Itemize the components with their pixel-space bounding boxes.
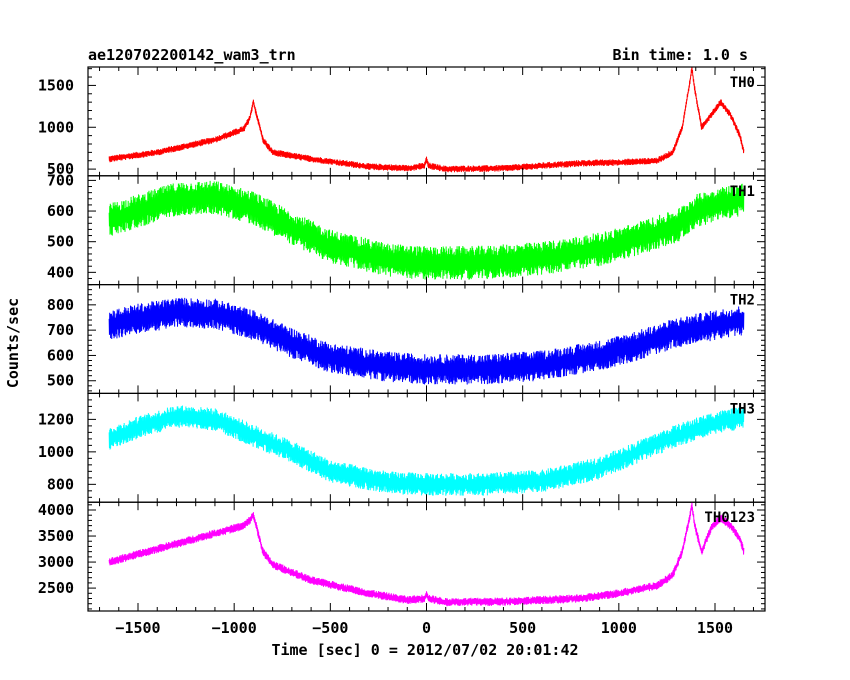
y-tick-label: 800 xyxy=(47,296,74,314)
y-tick-label: 700 xyxy=(47,171,74,189)
x-tick-label: 500 xyxy=(509,619,536,637)
x-tick-label: 0 xyxy=(422,619,431,637)
y-tick-label: 1200 xyxy=(38,410,74,428)
y-tick-label: 1500 xyxy=(38,76,74,94)
panel-label: TH1 xyxy=(730,184,755,200)
panel-th0: 500 1000 1500 TH0 xyxy=(38,66,766,178)
x-axis-ticks: −1500 −1000 −500 0 500 1000 1500 xyxy=(115,619,733,637)
x-tick-label: −500 xyxy=(312,619,348,637)
y-tick-label: 3500 xyxy=(38,527,74,545)
y-tick-label: 1000 xyxy=(38,443,74,461)
panel-label: TH0 xyxy=(730,75,755,91)
panels-group: 500 1000 1500 TH0 400 500 600 700 TH1 500 600 700 80… xyxy=(38,66,766,612)
panel-label: TH3 xyxy=(730,401,755,417)
y-tick-label: 2500 xyxy=(38,579,74,597)
x-tick-label: −1500 xyxy=(115,619,160,637)
series-th2-line xyxy=(108,297,745,385)
y-tick-label: 500 xyxy=(47,233,74,251)
y-tick-label: 600 xyxy=(47,346,74,364)
series-th0123-line xyxy=(108,502,745,607)
panel-th0123: 2500 3000 3500 4000 TH0123 xyxy=(38,501,766,612)
series-th3-line xyxy=(108,405,745,496)
y-tick-label: 400 xyxy=(47,263,74,281)
panel-th3: 800 1000 1200 TH3 xyxy=(38,392,766,503)
y-tick-label: 1000 xyxy=(38,118,74,136)
y-tick-label: 3000 xyxy=(38,553,74,571)
x-tick-label: −1000 xyxy=(212,619,257,637)
y-axis-label: Counts/sec xyxy=(4,298,22,388)
chart-title: ae120702200142_wam3_trn xyxy=(88,46,296,64)
panel-th1: 400 500 600 700 TH1 xyxy=(47,171,766,286)
panel-th2: 500 600 700 800 TH2 xyxy=(47,284,766,395)
x-axis-label: Time [sec] 0 = 2012/07/02 20:01:42 xyxy=(271,641,578,659)
series-th1-line xyxy=(108,180,745,280)
x-tick-label: 1500 xyxy=(697,619,733,637)
panel-label: TH2 xyxy=(730,293,755,309)
y-tick-label: 600 xyxy=(47,202,74,220)
y-tick-label: 500 xyxy=(47,372,74,390)
y-tick-label: 4000 xyxy=(38,501,74,519)
bin-time-label: Bin time: 1.0 s xyxy=(613,46,748,64)
y-tick-label: 500 xyxy=(47,160,74,178)
x-tick-label: 1000 xyxy=(601,619,637,637)
y-tick-label: 800 xyxy=(47,475,74,493)
panel-label: TH0123 xyxy=(704,510,755,526)
series-th0-line xyxy=(108,67,745,173)
y-tick-label: 700 xyxy=(47,321,74,339)
